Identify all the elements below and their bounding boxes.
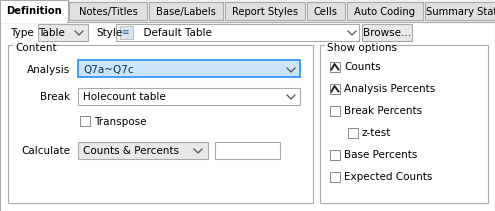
Text: Notes/Titles: Notes/Titles bbox=[79, 7, 138, 17]
Bar bbox=[116, 24, 359, 41]
Text: Counts: Counts bbox=[344, 62, 381, 72]
Text: Expected Counts: Expected Counts bbox=[344, 172, 432, 182]
Text: z-test: z-test bbox=[362, 128, 392, 138]
Bar bbox=[330, 172, 340, 182]
Text: Analysis Percents: Analysis Percents bbox=[344, 84, 435, 94]
Bar bbox=[38, 24, 88, 41]
Bar bbox=[330, 62, 340, 72]
Bar bbox=[78, 142, 208, 159]
Text: Base Percents: Base Percents bbox=[344, 150, 417, 160]
Text: Counts & Percents: Counts & Percents bbox=[83, 146, 179, 156]
Bar bbox=[149, 2, 223, 20]
Text: Break Percents: Break Percents bbox=[344, 106, 422, 116]
Text: Definition: Definition bbox=[6, 6, 62, 16]
Bar bbox=[320, 45, 488, 203]
Text: Browse...: Browse... bbox=[363, 28, 411, 38]
Bar bbox=[362, 24, 412, 41]
Text: Default Table: Default Table bbox=[137, 28, 212, 38]
Text: Report Styles: Report Styles bbox=[232, 7, 298, 17]
Bar bbox=[330, 84, 340, 94]
Bar bbox=[330, 106, 340, 116]
Text: Q7a~Q7c: Q7a~Q7c bbox=[83, 65, 134, 75]
Bar bbox=[78, 60, 300, 77]
Bar bbox=[330, 150, 340, 160]
Bar bbox=[215, 142, 280, 159]
Bar bbox=[1, 21, 67, 23]
Bar bbox=[225, 2, 305, 20]
Text: Content: Content bbox=[15, 43, 56, 53]
Bar bbox=[80, 116, 90, 126]
Text: Type: Type bbox=[10, 28, 34, 38]
Text: Show options: Show options bbox=[327, 43, 397, 53]
Text: Break: Break bbox=[40, 92, 70, 102]
Bar bbox=[8, 45, 313, 203]
Text: Analysis: Analysis bbox=[27, 65, 70, 75]
Text: Base/Labels: Base/Labels bbox=[156, 7, 216, 17]
Bar bbox=[307, 2, 345, 20]
Bar bbox=[0, 0, 68, 22]
Bar bbox=[78, 88, 300, 105]
Text: Calculate: Calculate bbox=[21, 146, 70, 156]
Text: Holecount table: Holecount table bbox=[83, 92, 166, 102]
Text: Transpose: Transpose bbox=[94, 117, 147, 127]
Bar bbox=[120, 26, 133, 39]
Text: Summary Statistics: Summary Statistics bbox=[426, 7, 495, 17]
Bar bbox=[425, 2, 495, 20]
Text: Table: Table bbox=[39, 28, 65, 38]
Bar bbox=[13, 44, 55, 53]
Bar bbox=[347, 2, 423, 20]
Bar bbox=[348, 128, 358, 138]
Bar bbox=[69, 2, 147, 20]
Bar bbox=[325, 44, 385, 53]
Text: Cells: Cells bbox=[314, 7, 338, 17]
Text: ≡: ≡ bbox=[121, 27, 129, 37]
Bar bbox=[0, 22, 495, 211]
Text: Auto Coding: Auto Coding bbox=[354, 7, 416, 17]
Text: Style: Style bbox=[96, 28, 122, 38]
